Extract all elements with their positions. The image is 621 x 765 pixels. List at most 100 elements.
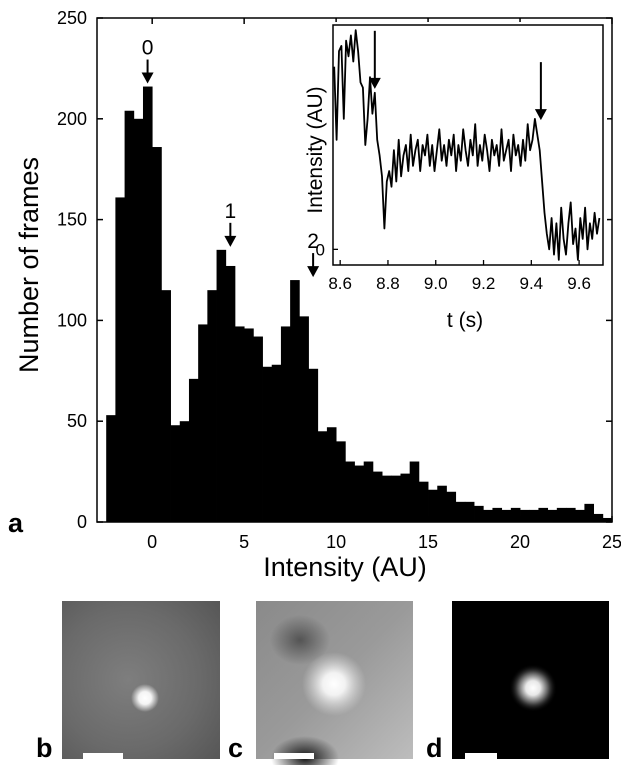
histogram-bar: [290, 280, 300, 522]
inset-y-axis-title: Intensity (AU): [304, 86, 327, 213]
inset-step-arrow: [534, 62, 547, 121]
histogram-bar: [501, 509, 512, 522]
histogram-bar: [170, 425, 181, 522]
x-axis-title: Intensity (AU): [263, 552, 427, 582]
histogram-bar: [602, 517, 613, 522]
histogram-bar: [556, 507, 567, 522]
plot-frame: [96, 17, 613, 523]
histogram-bar: [492, 507, 503, 522]
histogram-bar: [308, 368, 319, 522]
inset-y-tick-label: 0: [316, 240, 325, 259]
scale-bar-d: [465, 753, 497, 759]
inset-x-tick-label: 9.4: [519, 274, 543, 293]
y-tick-label: 50: [67, 411, 87, 431]
histogram-bar: [234, 326, 245, 522]
micrograph-c: [256, 601, 413, 765]
histogram-bar: [124, 110, 135, 523]
y-axis-title: Number of frames: [14, 157, 44, 373]
histogram-bar: [382, 475, 392, 522]
histogram-bar: [446, 491, 457, 522]
x-tick-label: 0: [147, 532, 157, 552]
y-tick-label: 250: [57, 8, 87, 28]
histogram-bar: [253, 336, 263, 522]
histogram-bar: [244, 328, 254, 522]
inset-trace-chart: 8.6 8.8 9.0 9.2 9.4 9.6 0: [316, 22, 607, 293]
histogram-bar: [106, 415, 116, 522]
y-tick-label: 200: [57, 109, 87, 129]
peak-label: 0: [142, 37, 154, 60]
histogram-bar: [207, 290, 217, 522]
inset-x-axis-title: t (s): [447, 309, 483, 332]
inset-x-tick-label: 9.0: [424, 274, 448, 293]
histogram-bar: [225, 265, 236, 522]
histogram-bar: [354, 465, 365, 522]
y-tick-label: 0: [77, 512, 87, 532]
histogram-bar: [152, 147, 162, 523]
histogram-bar: [345, 461, 355, 522]
histogram-bar: [464, 501, 475, 522]
histogram-bar: [474, 505, 484, 522]
histogram-bar: [336, 441, 346, 522]
histogram-bar: [437, 485, 447, 522]
histogram-bar: [317, 431, 328, 522]
histogram-bar: [510, 507, 521, 522]
x-tick-label: 25: [602, 532, 621, 552]
histogram-bar: [133, 118, 144, 523]
inset-step-arrow: [368, 30, 381, 89]
x-tick-label: 20: [510, 532, 530, 552]
histogram-bar: [520, 509, 530, 522]
panel-label-b: b: [36, 733, 53, 763]
histogram-bar: [299, 316, 309, 522]
histogram-bar: [372, 471, 383, 522]
x-tick-label: 15: [418, 532, 438, 552]
peak-arrow: [307, 253, 320, 278]
scale-bar-b: [83, 753, 123, 759]
inset-background: [329, 22, 607, 268]
peak-arrow: [224, 222, 237, 247]
panel-label-c: c: [228, 733, 243, 763]
y-tick-label: 100: [57, 310, 87, 330]
x-tick-label: 5: [239, 532, 249, 552]
histogram-bar: [216, 249, 227, 522]
histogram-bar: [363, 461, 374, 522]
histogram-bar: [409, 461, 420, 522]
x-tick-label: 10: [326, 532, 346, 552]
intensity-trace-line: [333, 29, 601, 261]
micrograph-d: [452, 601, 609, 759]
panel-label-a: a: [8, 508, 24, 538]
histogram-bar: [593, 513, 604, 522]
inset-x-tick-label: 8.6: [328, 274, 352, 293]
histogram-bar: [566, 507, 576, 522]
histogram-bar: [142, 86, 153, 522]
peak-label: 2: [307, 230, 319, 253]
histogram-bar: [575, 509, 585, 522]
peak-label: 1: [225, 200, 237, 223]
histogram-bar: [262, 366, 273, 522]
histogram-bar: [280, 326, 291, 522]
histogram-bar: [400, 473, 411, 522]
inset-x-tick-label: 8.8: [376, 274, 400, 293]
histogram-bar: [483, 509, 493, 522]
inset-frame: [332, 24, 604, 266]
histogram-bar: [391, 475, 401, 522]
histogram-bar: [271, 364, 282, 522]
histogram-bar: [428, 489, 438, 522]
histogram-bar: [538, 507, 549, 522]
inset-x-tick-label: 9.6: [567, 274, 591, 293]
histogram-bar: [547, 509, 558, 522]
micrograph-b: [62, 601, 220, 759]
panel-label-d: d: [426, 733, 443, 763]
peak-arrow: [141, 59, 154, 84]
histogram-bar: [584, 503, 595, 522]
histogram-bar: [326, 427, 337, 522]
scale-bar-c: [274, 753, 314, 759]
histogram-bar: [161, 290, 171, 522]
inset-x-tick-label: 9.2: [472, 274, 496, 293]
histogram-bar: [529, 509, 539, 522]
histogram-bar: [115, 197, 125, 522]
histogram-bar: [179, 421, 190, 522]
histogram-bar: [455, 501, 466, 522]
histogram-bar: [188, 378, 199, 522]
